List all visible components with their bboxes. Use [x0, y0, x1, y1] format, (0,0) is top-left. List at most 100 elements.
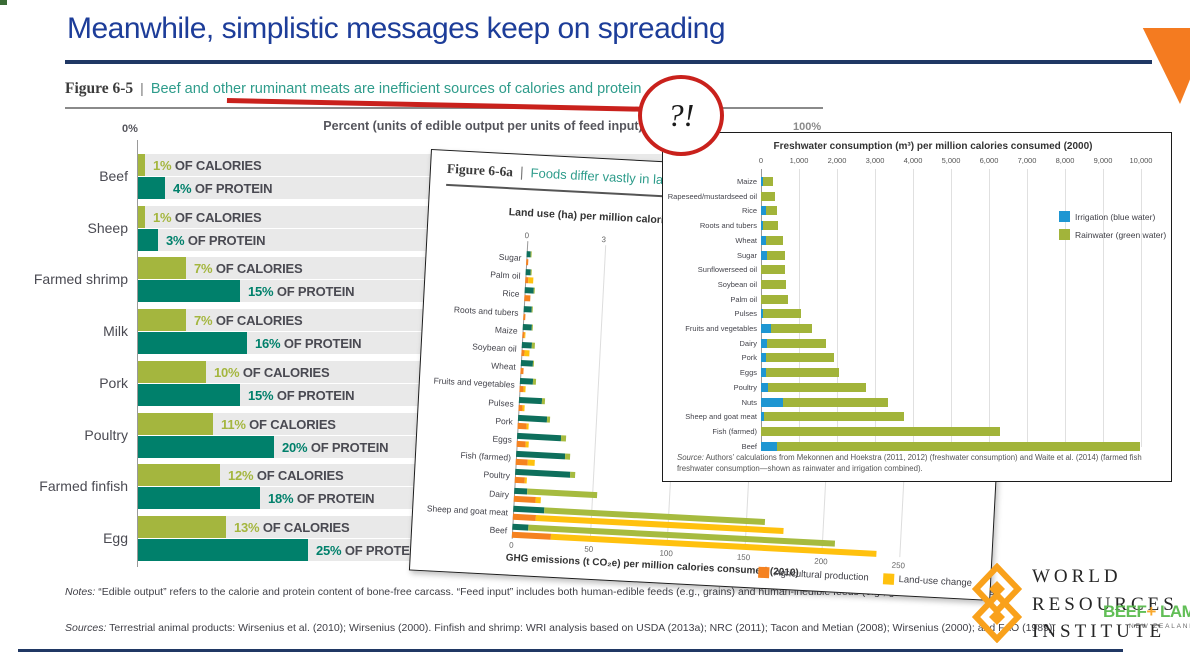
- figure65-axis-line: [137, 140, 138, 567]
- figure65-axis-title: Percent (units of edible output per unit…: [323, 119, 643, 133]
- bar-suffix: OF PROTEIN: [310, 440, 389, 455]
- ghg-agproduction-bar: [520, 367, 524, 375]
- notes-label: Notes:: [65, 586, 96, 598]
- axis-tick-label: 0: [758, 156, 764, 165]
- irrigation-bar: [761, 251, 767, 260]
- gridline: [799, 169, 800, 447]
- rainwater-bar: [761, 427, 1000, 436]
- category-label: Fish (farmed): [460, 449, 512, 463]
- category-label: Farmed shrimp: [33, 271, 128, 287]
- calories-bar: [138, 154, 145, 176]
- rainwater-bar: [763, 177, 773, 186]
- legend-label: Irrigation (blue water): [1075, 211, 1156, 222]
- ghg-agproduction-bar: [515, 458, 528, 466]
- irrigation-bar: [761, 412, 764, 421]
- sources-label: Sources:: [65, 622, 107, 634]
- category-label: Eggs: [739, 368, 757, 377]
- wri-logo-icon: [972, 563, 1022, 643]
- gridline: [1103, 169, 1104, 447]
- rainwater-bar: [761, 265, 785, 274]
- slide-title: Meanwhile, simplistic messages keep on s…: [67, 12, 726, 45]
- bar-value: 10%: [214, 365, 243, 380]
- axis-tick-label: 2,000: [827, 156, 847, 165]
- wri-logo-wordmark: WORLD RESOURCES INSTITUTE: [1032, 563, 1178, 646]
- bar-suffix: OF PROTEIN: [194, 181, 273, 196]
- bar-suffix: OF CALORIES: [215, 261, 303, 276]
- land-pasture-bar: [546, 416, 551, 423]
- bar-value-label: 15% OF PROTEIN: [248, 384, 354, 406]
- axis-tick-label: 6,000: [979, 156, 999, 165]
- protein-bar: [138, 229, 158, 251]
- irrigation-bar: [761, 206, 766, 215]
- category-label: Nuts: [741, 398, 757, 407]
- alarm-annotation-text: ?!: [667, 97, 695, 133]
- gridline: [1027, 169, 1028, 447]
- category-label: Egg: [103, 530, 128, 546]
- category-label: Pork: [495, 415, 514, 427]
- category-label: Roots and tubers: [699, 221, 757, 230]
- category-label: Pork: [99, 375, 128, 391]
- gridline: [875, 169, 876, 447]
- bar-value: 15%: [248, 284, 277, 299]
- land-cropland-bar: [519, 377, 534, 386]
- irrigation-bar: [761, 236, 766, 245]
- ghg-axis-tick-label: 200: [814, 556, 828, 567]
- land-cropland-bar: [518, 396, 543, 405]
- bar-value-label: 7% OF CALORIES: [194, 257, 303, 279]
- axis-tick-label: 4,000: [903, 156, 923, 165]
- land-pasture-bar: [533, 287, 535, 295]
- wri-word-resources: RESOURCES: [1032, 593, 1178, 615]
- rainwater-bar: [761, 192, 775, 201]
- category-label: Pork: [741, 353, 757, 362]
- land-pasture-bar: [541, 398, 546, 405]
- land-cropland-bar: [522, 324, 532, 331]
- irrigation-bar: [761, 339, 767, 348]
- protein-bar: [138, 539, 308, 561]
- category-label: Sunflowerseed oil: [697, 265, 757, 274]
- irrigation-bar: [761, 383, 768, 392]
- calories-bar: [138, 206, 145, 228]
- bar-value: 7%: [194, 261, 216, 276]
- ghg-landusechange-bar: [524, 349, 530, 357]
- ghg-landusechange-bar: [524, 476, 527, 484]
- irrigation-bar: [761, 177, 763, 186]
- category-label: Sugar: [498, 251, 522, 263]
- rainwater-bar: [767, 339, 826, 348]
- category-label: Wheat: [490, 360, 516, 372]
- category-label: Rice: [502, 287, 520, 299]
- protein-bar: [138, 384, 240, 406]
- ghg-landusechange-bar: [525, 440, 529, 448]
- rainwater-bar: [767, 251, 785, 260]
- ghg-axis-tick-label: 0: [508, 540, 514, 550]
- figure65-axis-zero-label: 0%: [122, 123, 138, 135]
- category-label: Wheat: [735, 236, 757, 245]
- axis-line: [761, 169, 762, 447]
- land-cropland-bar: [521, 342, 533, 349]
- ghg-landusechange-bar: [535, 496, 541, 504]
- category-label: Eggs: [492, 433, 513, 445]
- bar-suffix: OF PROTEIN: [344, 543, 423, 558]
- bar-value-label: 25% OF PROTEIN: [316, 539, 422, 561]
- rainwater-bar: [766, 353, 834, 362]
- bar-suffix: OF PROTEIN: [296, 491, 375, 506]
- wri-word-world: WORLD: [1032, 566, 1122, 587]
- land-pasture-bar: [530, 269, 532, 276]
- irrigation-bar: [761, 309, 763, 318]
- figure65-axis-max-label: 100%: [793, 121, 822, 133]
- category-label: Rapeseed/mustardseed oil: [667, 192, 757, 201]
- calories-bar: [138, 516, 226, 538]
- rainwater-bar: [766, 236, 783, 245]
- irrigation-bar: [761, 353, 766, 362]
- ghg-landusechange-bar: [524, 331, 526, 339]
- ghg-agproduction-bar: [516, 440, 526, 448]
- ghg-agproduction-bar: [517, 422, 527, 430]
- category-label: Pulses: [488, 397, 515, 409]
- bar-value: 18%: [268, 491, 297, 506]
- rainwater-bar: [763, 309, 801, 318]
- figure65-sources: Sources: Terrestrial animal products: Wi…: [65, 621, 1123, 637]
- bar-value-label: 3% OF PROTEIN: [166, 229, 265, 251]
- calories-bar: [138, 257, 186, 279]
- figure66b-source-label: Source:: [677, 453, 704, 462]
- category-label: Poultry: [483, 469, 511, 481]
